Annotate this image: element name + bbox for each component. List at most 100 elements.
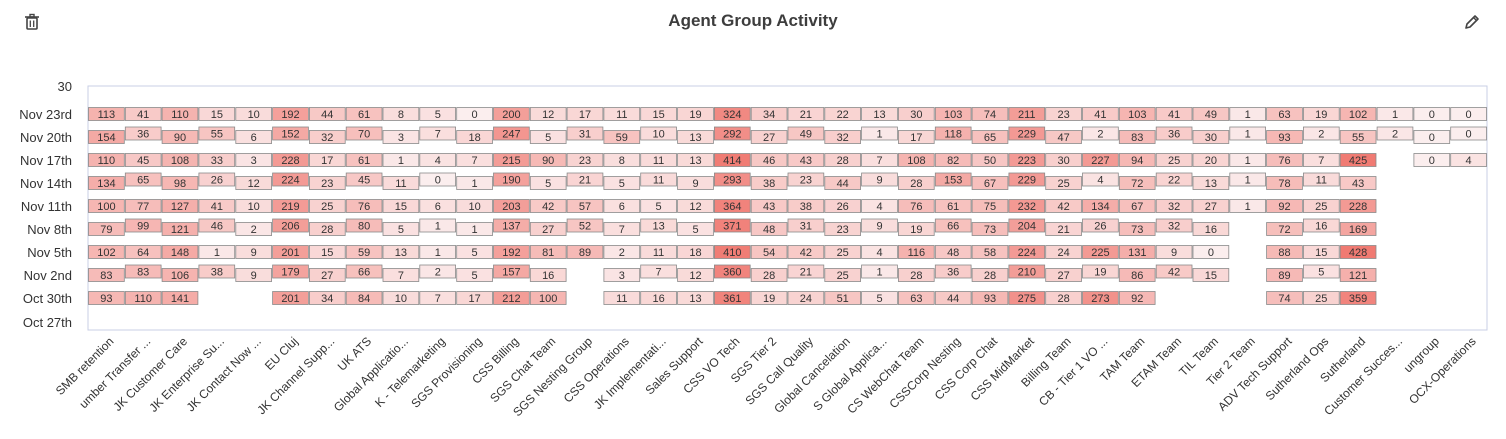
heatmap-cell[interactable] bbox=[493, 153, 530, 167]
heatmap-cell[interactable] bbox=[1266, 268, 1303, 282]
heatmap-cell[interactable] bbox=[603, 130, 641, 144]
heatmap-cell[interactable] bbox=[824, 222, 861, 236]
heatmap-cell[interactable] bbox=[566, 172, 604, 187]
heatmap-cell[interactable] bbox=[1339, 245, 1377, 259]
heatmap-cell[interactable] bbox=[1413, 107, 1451, 121]
heatmap-cell[interactable] bbox=[1155, 199, 1193, 213]
heatmap-cell[interactable] bbox=[1045, 107, 1082, 121]
heatmap-cell[interactable] bbox=[861, 153, 898, 167]
heatmap-cell[interactable] bbox=[1303, 172, 1340, 187]
heatmap-cell[interactable] bbox=[787, 218, 825, 233]
heatmap-cell[interactable] bbox=[1155, 107, 1193, 121]
heatmap-cell[interactable] bbox=[124, 218, 162, 233]
heatmap-cell[interactable] bbox=[971, 291, 1009, 305]
heatmap-cell[interactable] bbox=[529, 153, 567, 167]
heatmap-cell[interactable] bbox=[750, 291, 788, 305]
heatmap-cell[interactable] bbox=[1303, 126, 1340, 141]
heatmap-cell[interactable] bbox=[934, 107, 972, 121]
heatmap-cell[interactable] bbox=[1376, 107, 1414, 121]
heatmap-cell[interactable] bbox=[308, 130, 346, 144]
heatmap-cell[interactable] bbox=[419, 172, 456, 187]
heatmap-cell[interactable] bbox=[235, 268, 273, 282]
heatmap-cell[interactable] bbox=[272, 264, 309, 279]
heatmap-cell[interactable] bbox=[345, 199, 383, 213]
heatmap-cell[interactable] bbox=[1008, 153, 1046, 167]
heatmap-cell[interactable] bbox=[824, 107, 861, 121]
heatmap-cell[interactable] bbox=[1339, 199, 1377, 213]
heatmap-cell[interactable] bbox=[1045, 268, 1082, 282]
heatmap-cell[interactable] bbox=[382, 153, 420, 167]
heatmap-cell[interactable] bbox=[677, 130, 714, 144]
heatmap-cell[interactable] bbox=[235, 199, 273, 213]
heatmap-cell[interactable] bbox=[493, 126, 530, 141]
heatmap-cell[interactable] bbox=[1008, 126, 1046, 141]
heatmap-cell[interactable] bbox=[456, 199, 493, 213]
heatmap-cell[interactable] bbox=[1303, 107, 1340, 121]
heatmap-cell[interactable] bbox=[308, 291, 346, 305]
heatmap-cell[interactable] bbox=[1413, 130, 1451, 144]
heatmap-cell[interactable] bbox=[787, 245, 825, 259]
heatmap-cell[interactable] bbox=[161, 153, 199, 167]
heatmap-cell[interactable] bbox=[1045, 222, 1082, 236]
heatmap-cell[interactable] bbox=[1155, 172, 1193, 187]
heatmap-cell[interactable] bbox=[419, 264, 456, 279]
heatmap-cell[interactable] bbox=[750, 222, 788, 236]
heatmap-cell[interactable] bbox=[1303, 199, 1340, 213]
heatmap-cell[interactable] bbox=[382, 291, 420, 305]
heatmap-cell[interactable] bbox=[161, 291, 199, 305]
heatmap-cell[interactable] bbox=[1082, 172, 1119, 187]
heatmap-cell[interactable] bbox=[456, 291, 493, 305]
heatmap-cell[interactable] bbox=[1008, 218, 1046, 233]
heatmap-cell[interactable] bbox=[1118, 153, 1156, 167]
heatmap-cell[interactable] bbox=[1008, 199, 1046, 213]
pencil-icon[interactable] bbox=[1462, 12, 1482, 32]
heatmap-cell[interactable] bbox=[1082, 264, 1119, 279]
heatmap-cell[interactable] bbox=[308, 268, 346, 282]
heatmap-cell[interactable] bbox=[934, 218, 972, 233]
heatmap-cell[interactable] bbox=[934, 172, 972, 187]
heatmap-cell[interactable] bbox=[88, 107, 125, 121]
heatmap-cell[interactable] bbox=[787, 126, 825, 141]
heatmap-cell[interactable] bbox=[677, 176, 714, 190]
heatmap-cell[interactable] bbox=[861, 218, 898, 233]
heatmap-cell[interactable] bbox=[1192, 199, 1230, 213]
heatmap-cell[interactable] bbox=[861, 291, 898, 305]
heatmap-cell[interactable] bbox=[934, 153, 972, 167]
heatmap-cell[interactable] bbox=[124, 126, 162, 141]
heatmap-cell[interactable] bbox=[824, 291, 861, 305]
heatmap-cell[interactable] bbox=[88, 291, 125, 305]
heatmap-cell[interactable] bbox=[934, 126, 972, 141]
heatmap-cell[interactable] bbox=[1339, 222, 1377, 236]
heatmap-cell[interactable] bbox=[235, 245, 273, 259]
heatmap-cell[interactable] bbox=[824, 199, 861, 213]
heatmap-cell[interactable] bbox=[787, 153, 825, 167]
heatmap-cell[interactable] bbox=[1339, 153, 1377, 167]
heatmap-cell[interactable] bbox=[1082, 218, 1119, 233]
heatmap-cell[interactable] bbox=[1266, 130, 1303, 144]
heatmap-cell[interactable] bbox=[1155, 153, 1193, 167]
heatmap-cell[interactable] bbox=[161, 245, 199, 259]
heatmap-cell[interactable] bbox=[529, 222, 567, 236]
heatmap-cell[interactable] bbox=[1413, 153, 1451, 167]
heatmap-cell[interactable] bbox=[161, 199, 199, 213]
heatmap-cell[interactable] bbox=[456, 176, 493, 190]
heatmap-cell[interactable] bbox=[1008, 172, 1046, 187]
heatmap-cell[interactable] bbox=[308, 245, 346, 259]
heatmap-cell[interactable] bbox=[1155, 218, 1193, 233]
heatmap-cell[interactable] bbox=[787, 199, 825, 213]
heatmap-cell[interactable] bbox=[824, 268, 861, 282]
heatmap-cell[interactable] bbox=[456, 245, 493, 259]
heatmap-cell[interactable] bbox=[493, 172, 530, 187]
heatmap-cell[interactable] bbox=[456, 107, 493, 121]
heatmap-cell[interactable] bbox=[529, 245, 567, 259]
heatmap-cell[interactable] bbox=[566, 153, 604, 167]
heatmap-cell[interactable] bbox=[235, 176, 273, 190]
heatmap-cell[interactable] bbox=[677, 199, 714, 213]
heatmap-cell[interactable] bbox=[1229, 153, 1267, 167]
heatmap-cell[interactable] bbox=[603, 176, 641, 190]
heatmap-cell[interactable] bbox=[493, 107, 530, 121]
heatmap-cell[interactable] bbox=[529, 176, 567, 190]
heatmap-cell[interactable] bbox=[971, 176, 1009, 190]
heatmap-cell[interactable] bbox=[640, 107, 677, 121]
heatmap-cell[interactable] bbox=[161, 268, 199, 282]
